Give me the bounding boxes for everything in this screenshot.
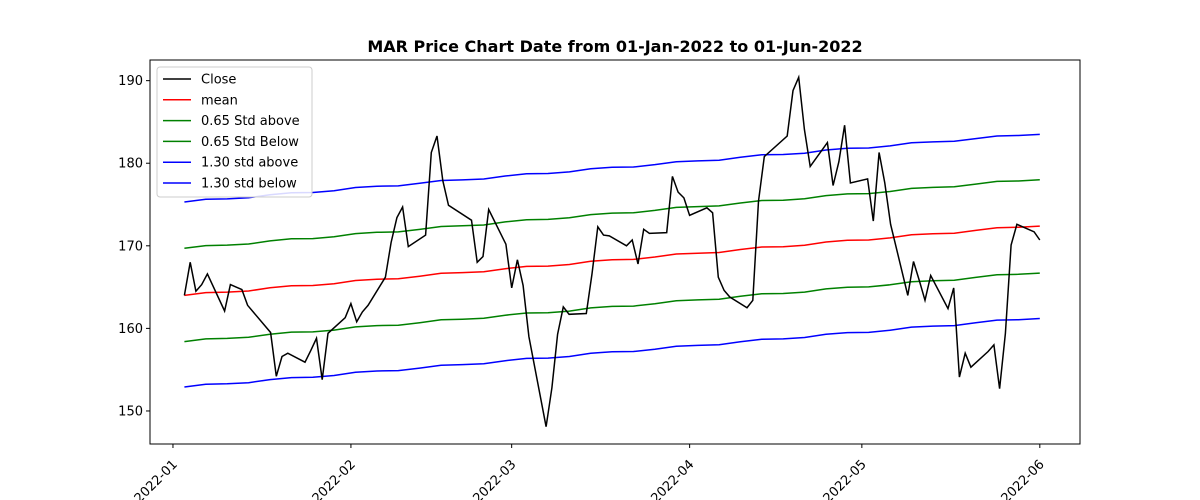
series-line-0-65-std-below [184, 272, 1040, 343]
legend-label: Close [201, 73, 236, 88]
legend-label: 0.65 Std above [201, 114, 300, 129]
y-tick-label: 190 [118, 74, 143, 89]
legend: Close mean 0.65 Std above 0.65 Std Below 1.3… [156, 66, 313, 198]
chart-title: MAR Price Chart Date from 01-Jan-2022 to… [367, 37, 862, 56]
series-line-0-65-std-above [184, 179, 1040, 250]
series-line-1-30-std-below [184, 317, 1040, 388]
series-line-1-30-std-above [184, 133, 1040, 203]
legend-box [156, 66, 313, 198]
legend-label: mean [201, 93, 238, 108]
y-tick-label: 150 [118, 404, 143, 419]
y-axis: 150 160 170 180 190 [118, 74, 150, 419]
legend-label: 0.65 Std Below [201, 135, 299, 150]
plot-frame [149, 59, 1081, 445]
legend-label: 1.30 std below [201, 177, 297, 192]
legend-label: 1.30 std above [201, 156, 298, 171]
series-line-close [183, 74, 1041, 427]
y-tick-label: 160 [118, 322, 143, 337]
series-line-mean [184, 225, 1040, 297]
y-tick-label: 180 [118, 157, 143, 172]
y-tick-label: 170 [118, 239, 143, 254]
series-layer [183, 74, 1041, 427]
